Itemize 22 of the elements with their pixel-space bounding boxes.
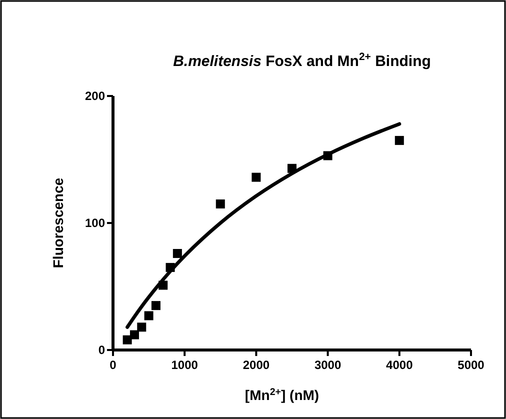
point [122,335,132,344]
x-tick-label: 1000 [171,358,198,372]
y-axis-title: Fluorescence [50,178,66,268]
point [252,172,261,182]
x-tick-label: 4000 [386,358,414,372]
point [144,311,154,320]
point [394,136,404,145]
point [137,322,146,332]
x-tick-label: 0 [110,358,117,372]
y-tick-label: 100 [84,216,106,230]
chart-title: B.melitensis FosX and Mn$^{2+}$ Binding [173,51,431,70]
point [151,301,160,310]
point [130,330,139,340]
x-tick-label: 5000 [458,358,485,372]
x-axis-title: [Mn$^{2+}$] (nM) [244,386,320,403]
x-tick-label: 2000 [242,358,270,372]
point [216,199,225,208]
y-tick-label: 0 [98,343,106,357]
line-series [126,122,402,329]
x-tick-label: 3000 [314,358,342,372]
y-tick-label: 200 [84,89,106,103]
point [172,248,182,258]
